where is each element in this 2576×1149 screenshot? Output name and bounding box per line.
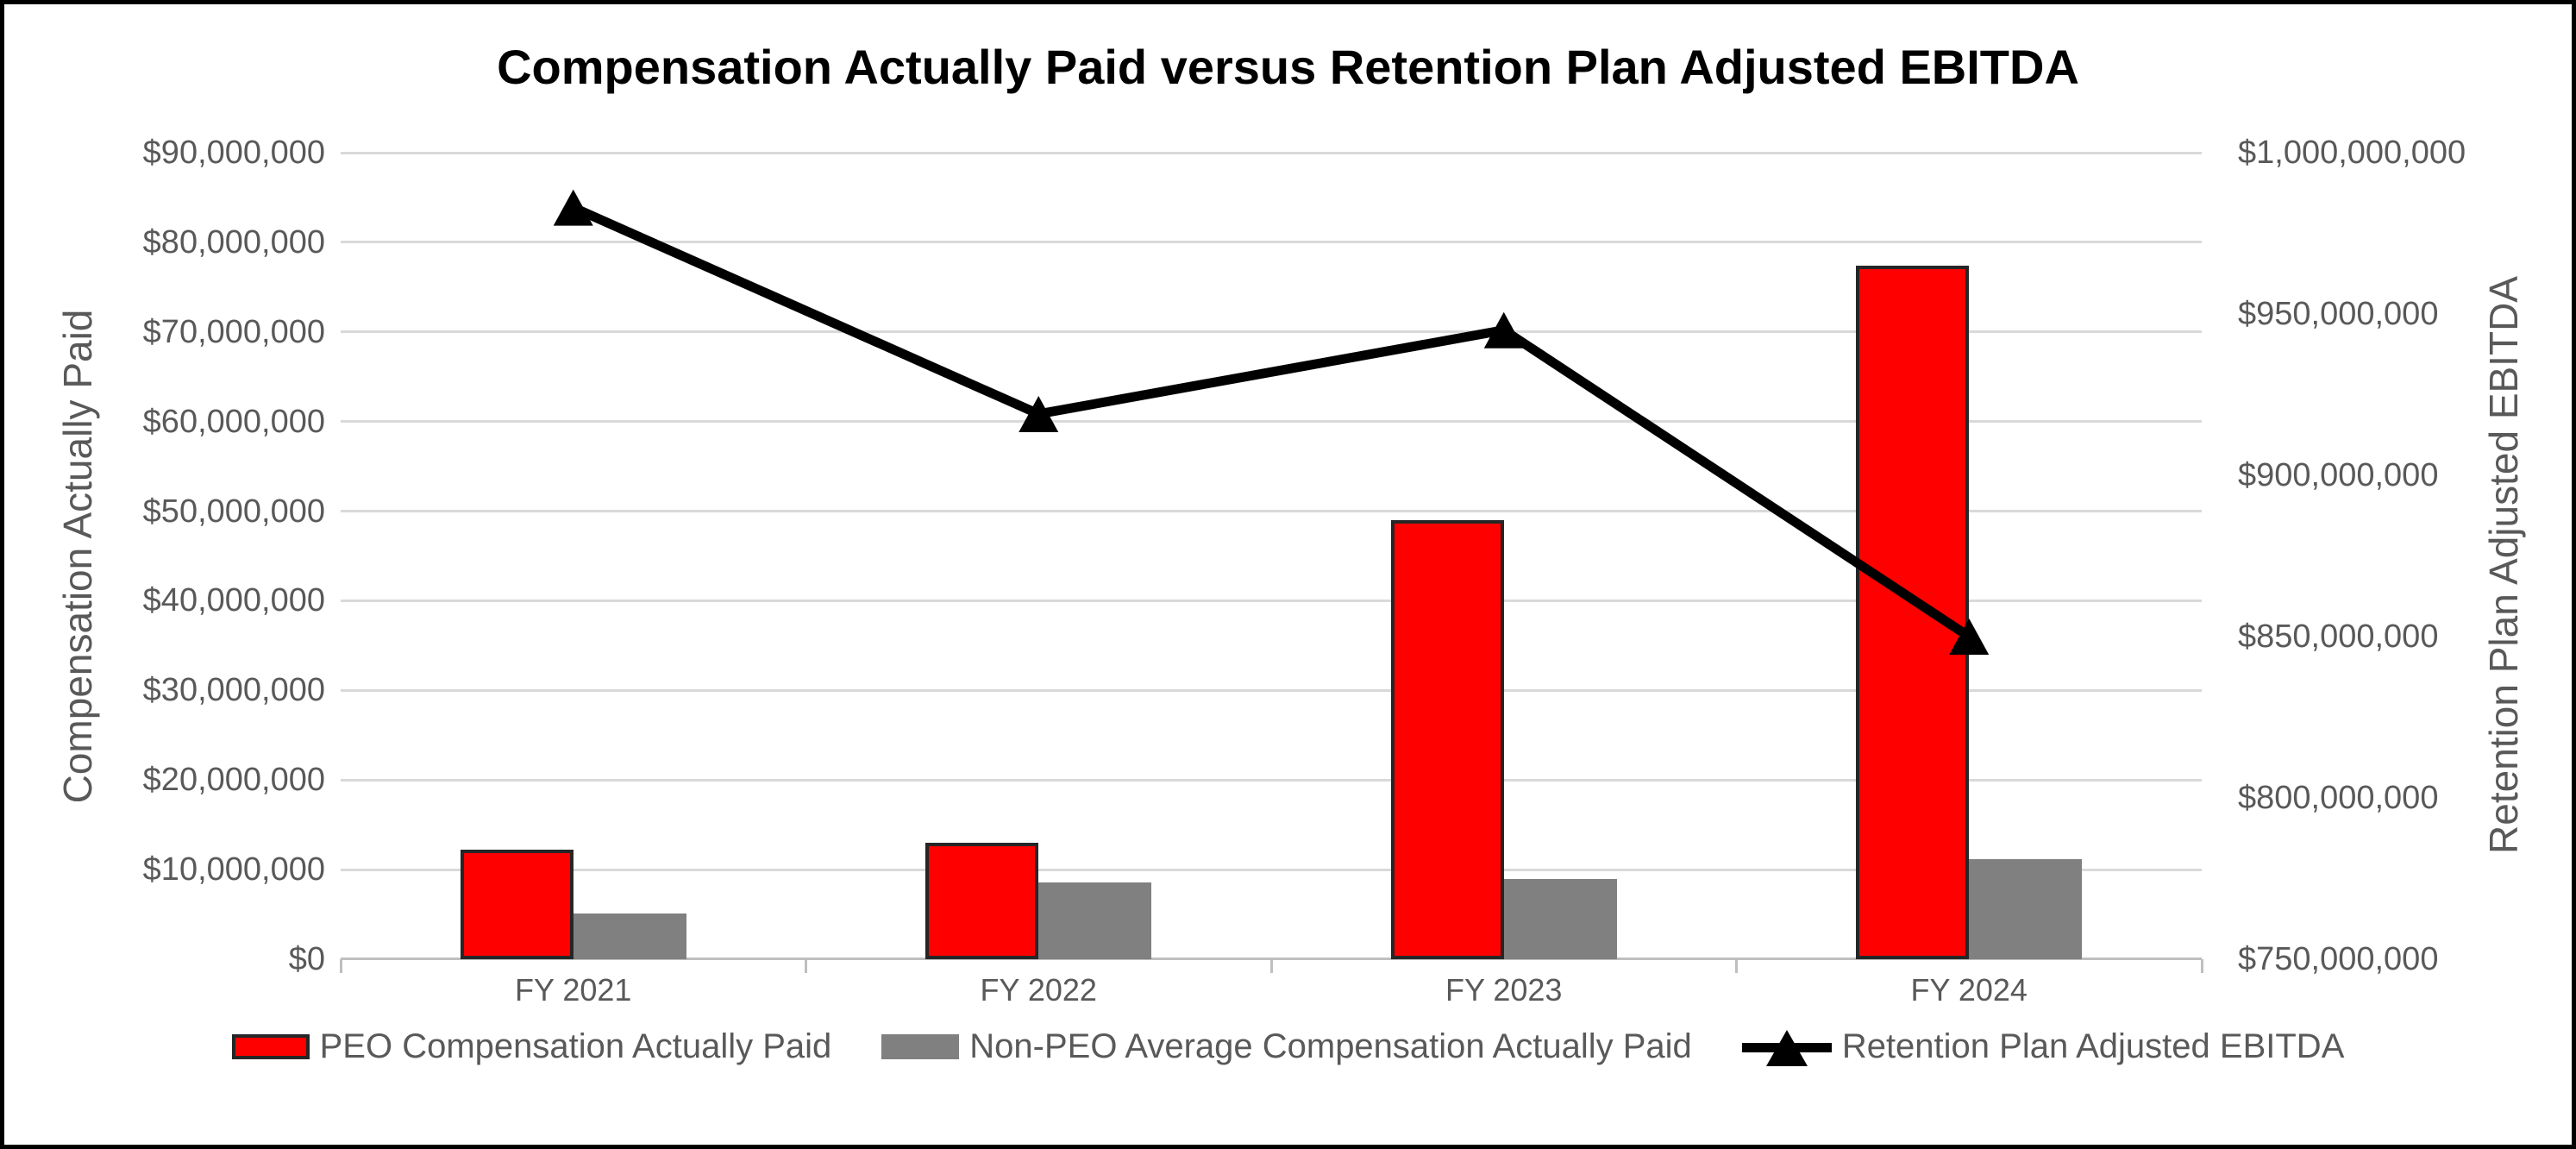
gridline bbox=[341, 510, 2202, 513]
x-axis-tick bbox=[2200, 959, 2203, 973]
legend-label-ebitda: Retention Plan Adjusted EBITDA bbox=[1841, 1027, 2345, 1065]
ebitda-line bbox=[571, 203, 1972, 641]
legend-item-peo: PEO Compensation Actually Paid bbox=[231, 1027, 832, 1066]
legend-item-ebitda: Retention Plan Adjusted EBITDA bbox=[1741, 1027, 2345, 1066]
gridline bbox=[341, 868, 2202, 871]
x-axis-label-fy-2022: FY 2022 bbox=[980, 972, 1097, 1008]
legend: PEO Compensation Actually Paid Non-PEO A… bbox=[4, 1027, 2572, 1066]
bar-peo-fy-2023 bbox=[1390, 519, 1504, 959]
left-axis-tick-label: $0 bbox=[288, 941, 325, 977]
triangle-marker-fy-2022 bbox=[1018, 395, 1059, 432]
chart-title: Compensation Actually Paid versus Retent… bbox=[497, 40, 2079, 94]
right-axis-tick-label: $900,000,000 bbox=[2238, 457, 2439, 493]
gridline bbox=[341, 778, 2202, 782]
x-axis-label-fy-2021: FY 2021 bbox=[515, 972, 632, 1008]
triangle-marker-fy-2024 bbox=[1949, 618, 1990, 655]
gridline bbox=[341, 330, 2202, 334]
x-axis-label-fy-2023: FY 2023 bbox=[1445, 972, 1563, 1008]
triangle-marker-fy-2021 bbox=[553, 189, 593, 226]
bar-nonpeo-fy-2024 bbox=[1969, 858, 2083, 959]
plot-area bbox=[339, 151, 2203, 973]
gridline bbox=[341, 420, 2202, 424]
gridline bbox=[341, 151, 2202, 154]
left-axis-tick-label: $80,000,000 bbox=[142, 223, 325, 261]
ebitda-line-series bbox=[553, 189, 1990, 655]
bar-nonpeo-fy-2023 bbox=[1503, 878, 1617, 959]
legend-label-nonpeo: Non-PEO Average Compensation Actually Pa… bbox=[969, 1027, 1692, 1065]
right-axis-tick-label: $850,000,000 bbox=[2238, 618, 2439, 655]
left-axis-tick-label: $30,000,000 bbox=[142, 672, 325, 709]
legend-label-peo: PEO Compensation Actually Paid bbox=[319, 1027, 832, 1065]
bar-peo-fy-2024 bbox=[1856, 265, 1970, 959]
bar-peo-fy-2022 bbox=[925, 842, 1039, 959]
x-axis-tick bbox=[1269, 959, 1273, 973]
bar-nonpeo-fy-2022 bbox=[1038, 882, 1152, 959]
legend-swatch-gray-bar bbox=[881, 1034, 960, 1059]
left-axis-tick-label: $50,000,000 bbox=[142, 493, 325, 530]
x-axis-tick bbox=[339, 959, 342, 973]
legend-item-nonpeo: Non-PEO Average Compensation Actually Pa… bbox=[881, 1027, 1692, 1066]
x-axis-tick bbox=[1735, 959, 1738, 973]
x-axis-tick bbox=[805, 959, 807, 973]
left-axis-title: Compensation Actually Paid bbox=[55, 309, 100, 804]
left-axis-tick-label: $90,000,000 bbox=[142, 135, 325, 171]
x-axis-line bbox=[341, 958, 2202, 960]
bar-peo-fy-2021 bbox=[460, 850, 573, 959]
gridline bbox=[341, 599, 2202, 602]
triangle-marker-fy-2023 bbox=[1483, 311, 1524, 348]
legend-triangle-marker-icon bbox=[1765, 1029, 1808, 1066]
right-axis-title: Retention Plan Adjusted EBITDA bbox=[2481, 276, 2526, 854]
legend-swatch-red-bar bbox=[231, 1034, 310, 1059]
right-axis-tick-label: $950,000,000 bbox=[2238, 296, 2439, 332]
left-axis-tick-label: $20,000,000 bbox=[142, 762, 325, 799]
bar-nonpeo-fy-2021 bbox=[573, 914, 686, 959]
left-axis-tick-label: $40,000,000 bbox=[142, 582, 325, 619]
left-axis-tick-label: $10,000,000 bbox=[142, 851, 325, 888]
left-axis-tick-label: $70,000,000 bbox=[142, 313, 325, 350]
left-axis-tick-label: $60,000,000 bbox=[142, 403, 325, 440]
gridline bbox=[341, 688, 2202, 692]
right-axis-tick-label: $750,000,000 bbox=[2238, 941, 2439, 977]
gridline bbox=[341, 241, 2202, 244]
legend-line-marker-sample bbox=[1741, 1029, 1832, 1066]
right-axis-tick-label: $800,000,000 bbox=[2238, 780, 2439, 816]
x-axis-label-fy-2024: FY 2024 bbox=[1910, 972, 2028, 1008]
right-axis-tick-label: $1,000,000,000 bbox=[2238, 135, 2466, 171]
